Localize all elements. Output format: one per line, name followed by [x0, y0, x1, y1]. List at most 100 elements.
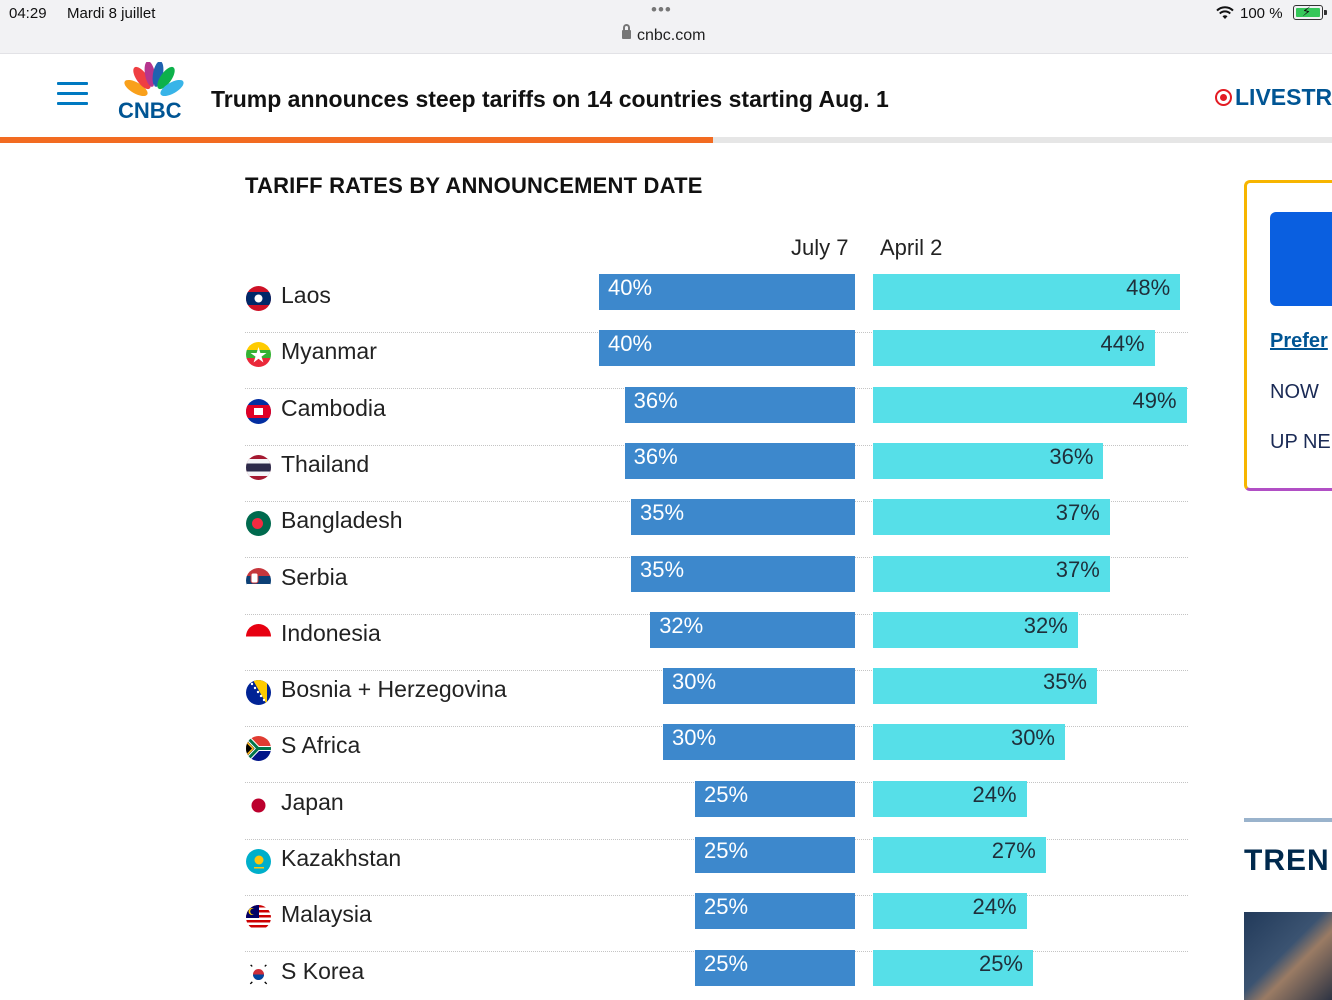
chart-row: Bangladesh 35% 37%	[245, 499, 1188, 559]
livestream-link[interactable]: LIVESTR	[1215, 84, 1332, 111]
chart-row: Thailand 36% 36%	[245, 442, 1188, 502]
chart-row: Laos 40% 48%	[245, 274, 1188, 333]
bar-april-2-label: 32%	[1023, 612, 1068, 638]
trending-heading: TREN	[1244, 844, 1330, 877]
site-header: CNBC Trump announces steep tariffs on 14…	[0, 54, 1332, 140]
bar-july-7-label: 25%	[704, 894, 749, 920]
bar-april-2-label: 49%	[1132, 387, 1177, 413]
chart-row: Myanmar 40% 44%	[245, 330, 1188, 390]
logo-text: CNBC	[118, 98, 182, 123]
bar-july-7-label: 40%	[608, 275, 653, 300]
bar-july-7-label: 35%	[640, 500, 685, 526]
bar-april-2-label: 30%	[1010, 725, 1055, 751]
more-dots-icon[interactable]: •••	[651, 0, 672, 19]
bar-april-2-label: 24%	[972, 894, 1017, 920]
flag-icon	[246, 961, 271, 987]
bar-april-2-label: 25%	[978, 950, 1023, 976]
status-date: Mardi 8 juillet	[67, 5, 156, 22]
bar-april-2: 36%	[873, 442, 1104, 479]
chart-row: Bosnia + Herzegovina 30% 35%	[245, 668, 1188, 728]
bar-july-7-label: 35%	[640, 556, 685, 582]
flag-icon	[246, 454, 271, 480]
bar-july-7: 35%	[631, 555, 855, 592]
bar-july-7-label: 40%	[608, 331, 653, 357]
video-player-thumbnail[interactable]	[1270, 212, 1332, 306]
country-label: Myanmar	[281, 338, 377, 365]
country-label: Cambodia	[281, 394, 386, 421]
bar-april-2: 25%	[873, 949, 1033, 986]
battery-percent: 100 %	[1240, 5, 1283, 22]
bar-april-2-label: 44%	[1100, 331, 1145, 357]
live-record-icon	[1215, 89, 1232, 106]
bar-april-2: 24%	[873, 780, 1027, 817]
chart-title: TARIFF RATES BY ANNOUNCEMENT DATE	[245, 173, 703, 198]
bar-july-7: 35%	[631, 499, 855, 536]
bar-july-7-label: 25%	[704, 838, 749, 863]
battery-icon: ⚡	[1293, 4, 1327, 20]
bar-july-7-label: 30%	[672, 669, 717, 695]
bar-april-2-label: 37%	[1055, 556, 1100, 582]
bar-july-7: 25%	[695, 837, 855, 873]
chart-row: S Korea 25% 25%	[245, 949, 1188, 1000]
flag-icon	[246, 398, 271, 424]
bar-april-2-label: 27%	[991, 838, 1036, 863]
country-label: Indonesia	[281, 619, 381, 646]
article-headline: Trump announces steep tariffs on 14 coun…	[211, 86, 889, 112]
cnbc-peacock-logo[interactable]	[116, 62, 192, 124]
chart-row: Cambodia 36% 49%	[245, 386, 1188, 446]
column-header-july: July 7	[791, 235, 849, 260]
country-label: Thailand	[281, 450, 370, 477]
trending-thumbnail[interactable]	[1244, 912, 1332, 1000]
bar-april-2-label: 35%	[1042, 669, 1087, 695]
bar-july-7-label: 36%	[633, 443, 678, 469]
flag-icon	[246, 905, 271, 931]
bar-july-7-label: 25%	[704, 950, 749, 976]
bar-july-7-label: 36%	[633, 387, 678, 413]
country-label: Bangladesh	[281, 507, 403, 534]
chart-row: S Africa 30% 30%	[245, 724, 1188, 784]
country-label: Kazakhstan	[281, 845, 402, 871]
bar-july-7: 25%	[695, 780, 855, 817]
bar-april-2-label: 36%	[1049, 443, 1094, 469]
bar-july-7: 25%	[695, 949, 855, 986]
flag-icon	[246, 736, 271, 762]
bar-july-7: 30%	[663, 724, 855, 761]
column-header-april: April 2	[880, 235, 943, 260]
chart-row: Serbia 35% 37%	[245, 555, 1188, 615]
country-label: Malaysia	[281, 901, 372, 928]
bar-april-2-label: 48%	[1126, 275, 1171, 300]
reading-progress-bar	[0, 137, 1332, 143]
ios-status-bar: 04:29 Mardi 8 juillet ••• cnbc.com 100 %…	[0, 0, 1332, 54]
bar-april-2: 37%	[873, 499, 1110, 536]
bar-july-7-label: 32%	[659, 612, 704, 638]
chart-row: Japan 25% 24%	[245, 780, 1188, 840]
bar-april-2: 32%	[873, 611, 1078, 648]
chart-row: Indonesia 32% 32%	[245, 611, 1188, 671]
bar-july-7: 36%	[624, 386, 855, 423]
bar-july-7: 36%	[624, 442, 855, 479]
flag-icon	[246, 511, 271, 537]
reading-progress-fill	[0, 137, 713, 143]
bar-april-2-label: 37%	[1055, 500, 1100, 526]
bar-april-2-label: 24%	[972, 781, 1017, 807]
address-bar[interactable]: cnbc.com	[622, 24, 705, 45]
bar-july-7: 25%	[695, 893, 855, 930]
bar-april-2: 44%	[873, 330, 1155, 367]
bar-april-2: 35%	[873, 668, 1097, 705]
up-next-label: UP NE	[1270, 431, 1331, 453]
bar-april-2: 37%	[873, 555, 1110, 592]
bar-july-7: 40%	[599, 330, 855, 367]
now-label: NOW	[1270, 381, 1319, 403]
country-label: S Africa	[281, 732, 361, 759]
prefer-link[interactable]: Prefer	[1270, 330, 1328, 352]
flag-icon	[246, 567, 271, 593]
bar-july-7-label: 30%	[672, 725, 717, 751]
bar-july-7-label: 25%	[704, 781, 749, 807]
bar-july-7: 30%	[663, 668, 855, 705]
country-label: S Korea	[281, 957, 365, 984]
chart-row: Malaysia 25% 24%	[245, 893, 1188, 953]
bar-april-2: 24%	[873, 893, 1027, 930]
flag-icon	[246, 792, 271, 818]
chart-row: Kazakhstan 25% 27%	[245, 837, 1188, 896]
menu-icon[interactable]	[57, 82, 88, 106]
